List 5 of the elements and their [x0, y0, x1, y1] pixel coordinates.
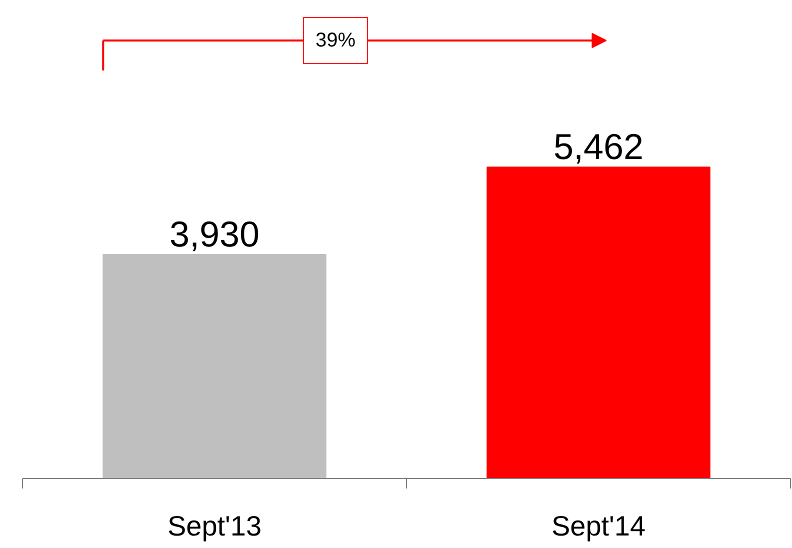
data-label: 3,930 — [169, 213, 260, 254]
x-tick-label: Sept'14 — [551, 510, 646, 542]
text: 39% — [315, 30, 356, 52]
x-tick-label: Sept'13 — [167, 510, 262, 542]
data-label: 5,462 — [553, 126, 644, 168]
